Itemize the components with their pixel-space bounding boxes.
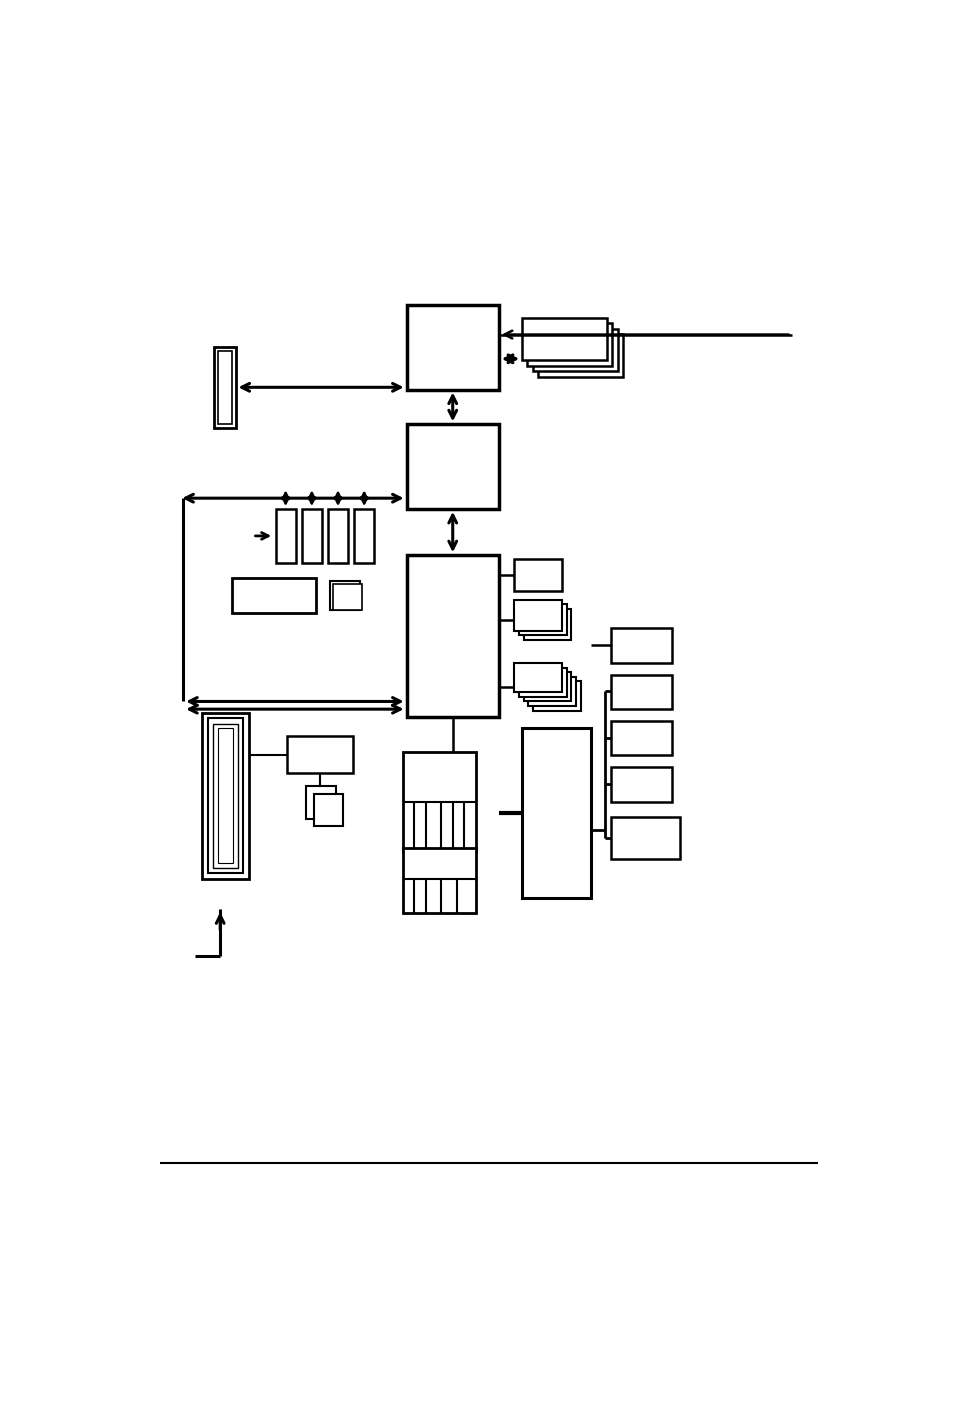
Bar: [537, 335, 622, 377]
Bar: [402, 848, 476, 913]
Bar: [202, 713, 249, 879]
Bar: [213, 347, 235, 428]
Bar: [533, 329, 617, 372]
Bar: [514, 600, 561, 631]
Bar: [287, 736, 353, 773]
Bar: [402, 752, 476, 852]
Bar: [528, 676, 576, 706]
Bar: [213, 723, 237, 868]
Bar: [518, 604, 566, 635]
Bar: [275, 509, 295, 563]
Bar: [521, 318, 606, 360]
Bar: [521, 729, 591, 898]
Bar: [523, 672, 571, 702]
Bar: [328, 509, 348, 563]
Bar: [610, 628, 672, 664]
Bar: [406, 424, 498, 509]
Bar: [514, 664, 561, 692]
Bar: [306, 786, 335, 818]
Bar: [610, 767, 672, 801]
Bar: [232, 579, 316, 613]
Bar: [610, 720, 672, 756]
Bar: [523, 610, 571, 640]
Bar: [217, 729, 233, 864]
Bar: [514, 559, 561, 591]
Bar: [329, 580, 360, 610]
Bar: [527, 323, 612, 366]
Bar: [533, 682, 580, 710]
Bar: [333, 584, 361, 610]
Bar: [518, 668, 566, 696]
Bar: [610, 675, 672, 709]
Bar: [301, 509, 321, 563]
Bar: [217, 352, 232, 424]
Bar: [314, 794, 343, 827]
Bar: [406, 556, 498, 718]
Bar: [208, 719, 243, 873]
Bar: [354, 509, 374, 563]
Bar: [406, 305, 498, 390]
Bar: [610, 817, 679, 859]
